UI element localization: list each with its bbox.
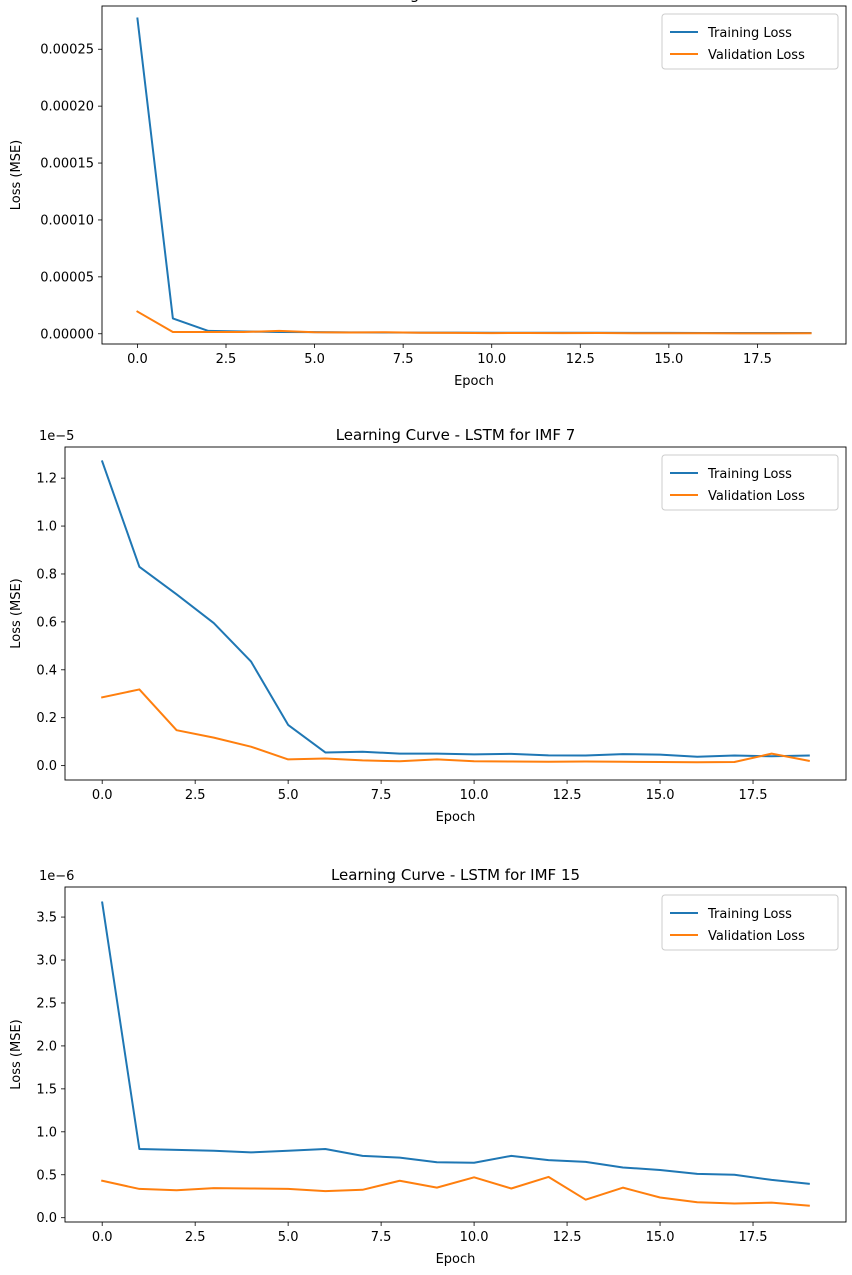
y-tick-label: 0.5 — [36, 1168, 57, 1183]
y-tick-label: 0.00010 — [40, 213, 94, 228]
x-tick-label: 15.0 — [654, 352, 683, 367]
chart-1: Learning Curve - LSTM for IMF 7 0.0 2.5 5.0… — [9, 426, 847, 825]
legend: Training Loss Validation Loss — [661, 894, 839, 951]
x-tick-label: 7.5 — [393, 352, 414, 367]
x-tick-label: 12.5 — [566, 352, 595, 367]
axis-multiplier: 1e−5 — [39, 429, 74, 444]
y-tick-label: 0.6 — [36, 615, 57, 630]
x-tick-label: 17.5 — [739, 1230, 768, 1245]
axis-multiplier: 1e−6 — [39, 869, 74, 884]
x-tick-label: 10.0 — [460, 1230, 489, 1245]
y-tick-label: 0.00005 — [40, 270, 94, 285]
x-tick-label: 15.0 — [646, 1230, 675, 1245]
x-tick-label: 5.0 — [304, 352, 325, 367]
series-line-validation-loss — [100, 1175, 810, 1207]
x-tick-label: 12.5 — [553, 1230, 582, 1245]
legend-label: Training Loss — [707, 467, 792, 482]
x-tick-label: 5.0 — [278, 788, 299, 803]
x-tick-label: 5.0 — [278, 1230, 299, 1245]
x-tick-label: 10.0 — [477, 352, 506, 367]
chart-0: Learning Curve - LSTM for IMF 2 0.0 2.5 5.0… — [9, 0, 847, 389]
series-line-training-loss — [101, 901, 810, 1185]
x-tick-label: 2.5 — [216, 352, 237, 367]
legend: Training Loss Validation Loss — [661, 13, 839, 70]
legend-label: Training Loss — [707, 907, 792, 922]
series-line-validation-loss — [101, 688, 810, 764]
x-tick-label: 10.0 — [460, 788, 489, 803]
axes-frame — [64, 886, 847, 1223]
y-axis-label: Loss (MSE) — [9, 1019, 24, 1089]
legend-box — [661, 894, 839, 951]
x-tick-label: 7.5 — [371, 1230, 392, 1245]
chart-2: Learning Curve - LSTM for IMF 15 0.0 2.5 5.… — [9, 866, 847, 1267]
y-tick-label: 1.0 — [36, 1125, 57, 1140]
legend-box — [661, 454, 839, 511]
y-tick-label: 0.00000 — [40, 327, 94, 342]
x-tick-label: 12.5 — [553, 788, 582, 803]
y-tick-label: 0.2 — [36, 711, 57, 726]
y-tick-label: 1.0 — [36, 520, 57, 535]
y-tick-label: 0.00025 — [40, 43, 94, 58]
y-tick-label: 0.8 — [36, 567, 57, 582]
y-tick-label: 0.00020 — [40, 100, 94, 115]
x-axis-label: Epoch — [436, 810, 476, 825]
x-axis-label: Epoch — [454, 374, 494, 389]
y-tick-label: 0.0 — [36, 759, 57, 774]
legend-label: Validation Loss — [708, 489, 805, 504]
x-tick-label: 15.0 — [646, 788, 675, 803]
legend-label: Validation Loss — [708, 929, 805, 944]
x-tick-label: 0.0 — [127, 352, 148, 367]
y-tick-label: 1.5 — [36, 1082, 57, 1097]
y-tick-label: 0.00015 — [40, 157, 94, 172]
y-tick-label: 0.4 — [36, 663, 57, 678]
legend: Training Loss Validation Loss — [661, 454, 839, 511]
chart-title: Learning Curve - LSTM for IMF 15 — [331, 866, 580, 884]
y-axis-label: Loss (MSE) — [9, 578, 24, 648]
legend-label: Training Loss — [707, 26, 792, 41]
y-tick-label: 2.0 — [36, 1039, 57, 1054]
x-axis-label: Epoch — [436, 1252, 476, 1267]
x-tick-label: 7.5 — [371, 788, 392, 803]
x-tick-label: 0.0 — [92, 1230, 113, 1245]
legend-box — [661, 13, 839, 70]
y-tick-label: 0.0 — [36, 1211, 57, 1226]
axes-frame — [64, 446, 847, 781]
x-tick-label: 2.5 — [185, 788, 206, 803]
y-tick-label: 3.5 — [36, 911, 57, 926]
y-tick-label: 1.2 — [36, 472, 57, 487]
chart-title: Learning Curve - LSTM for IMF 7 — [336, 426, 576, 444]
x-tick-label: 0.0 — [92, 788, 113, 803]
x-tick-label: 17.5 — [739, 788, 768, 803]
chart-title: Learning Curve - LSTM for IMF 2 — [354, 0, 594, 3]
y-tick-label: 3.0 — [36, 954, 57, 969]
series-line-validation-loss — [136, 310, 812, 335]
y-axis-label: Loss (MSE) — [9, 140, 24, 210]
x-tick-label: 2.5 — [185, 1230, 206, 1245]
axes-frame — [101, 5, 847, 345]
y-tick-label: 2.5 — [36, 996, 57, 1011]
x-tick-label: 17.5 — [743, 352, 772, 367]
series-line-training-loss — [100, 460, 810, 758]
legend-label: Validation Loss — [708, 48, 805, 63]
